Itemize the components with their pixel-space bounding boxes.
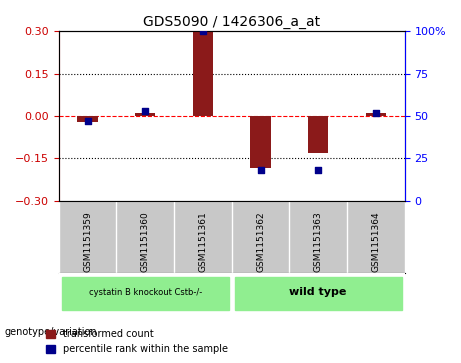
Text: wild type: wild type [290, 287, 347, 297]
Point [142, 108, 149, 114]
Text: genotype/variation: genotype/variation [5, 327, 97, 337]
Title: GDS5090 / 1426306_a_at: GDS5090 / 1426306_a_at [143, 15, 320, 29]
Bar [250, 116, 271, 168]
Point [84, 118, 91, 124]
Text: GSM1151360: GSM1151360 [141, 211, 150, 272]
Bar [193, 32, 213, 116]
Point [199, 29, 207, 34]
FancyBboxPatch shape [62, 277, 229, 310]
Point [314, 167, 322, 173]
Text: GSM1151362: GSM1151362 [256, 211, 265, 272]
Legend: transformed count, percentile rank within the sample: transformed count, percentile rank withi… [42, 326, 232, 358]
Text: GSM1151359: GSM1151359 [83, 211, 92, 272]
Point [257, 167, 264, 173]
Point [372, 110, 379, 115]
Text: GSM1151364: GSM1151364 [371, 211, 380, 272]
Text: cystatin B knockout Cstb-/-: cystatin B knockout Cstb-/- [89, 288, 202, 297]
Bar [77, 116, 98, 122]
Bar [366, 113, 386, 116]
Bar [135, 113, 155, 116]
FancyBboxPatch shape [235, 277, 402, 310]
Text: GSM1151361: GSM1151361 [198, 211, 207, 272]
Bar [308, 116, 328, 152]
Text: GSM1151363: GSM1151363 [313, 211, 323, 272]
